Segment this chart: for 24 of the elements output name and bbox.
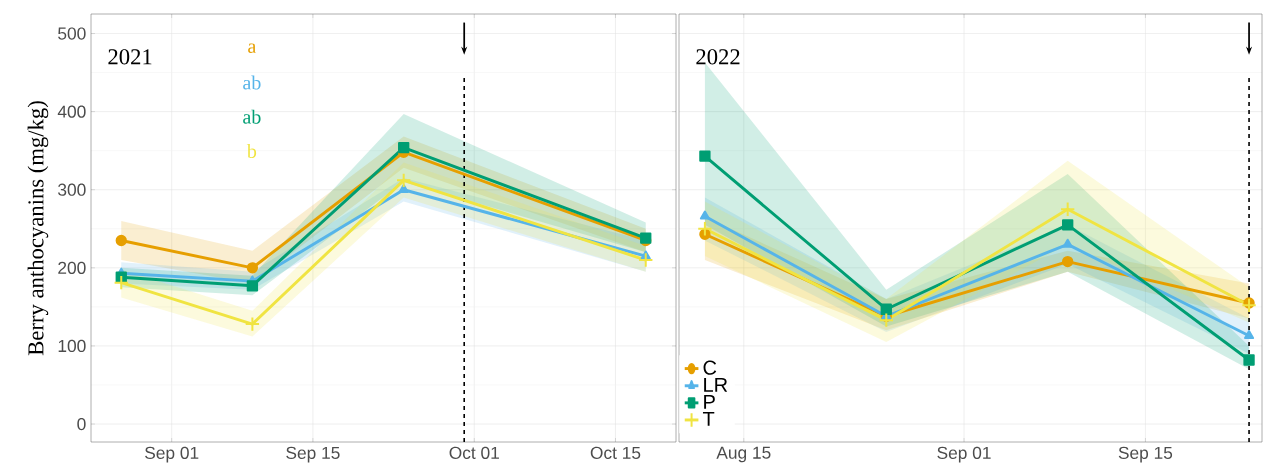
y-tick-label: 100 (58, 339, 86, 353)
y-tick-label: 200 (58, 261, 86, 274)
legend-label: P (704, 394, 715, 409)
y-tick-label: 400 (57, 105, 86, 118)
x-tick-label: Sep 15 (286, 446, 340, 463)
y-tick-label: 300 (58, 183, 86, 196)
y-axis-title: Berry anthocyanins (mg/kg) (27, 101, 49, 356)
x-tick-label: Sep 15 (1118, 446, 1173, 463)
legend-label: C (703, 360, 717, 375)
legend-label: T (702, 412, 715, 426)
annotation: 2021 (108, 49, 152, 65)
legend-label: LR (704, 377, 728, 392)
annotation: 2022 (696, 49, 740, 65)
x-tick-label: Oct 01 (449, 446, 499, 459)
x-tick-label: Sep 01 (145, 446, 199, 463)
annotation: b (246, 143, 257, 158)
y-tick-label: 0 (77, 417, 86, 431)
x-tick-label: Aug 15 (716, 446, 771, 463)
annotation: ab (243, 109, 261, 124)
annotation: a (248, 43, 257, 54)
x-tick-label: Oct 15 (590, 446, 641, 459)
x-tick-label: Sep 01 (937, 446, 991, 463)
annotation: ab (243, 75, 261, 90)
y-tick-label: 500 (58, 27, 86, 40)
